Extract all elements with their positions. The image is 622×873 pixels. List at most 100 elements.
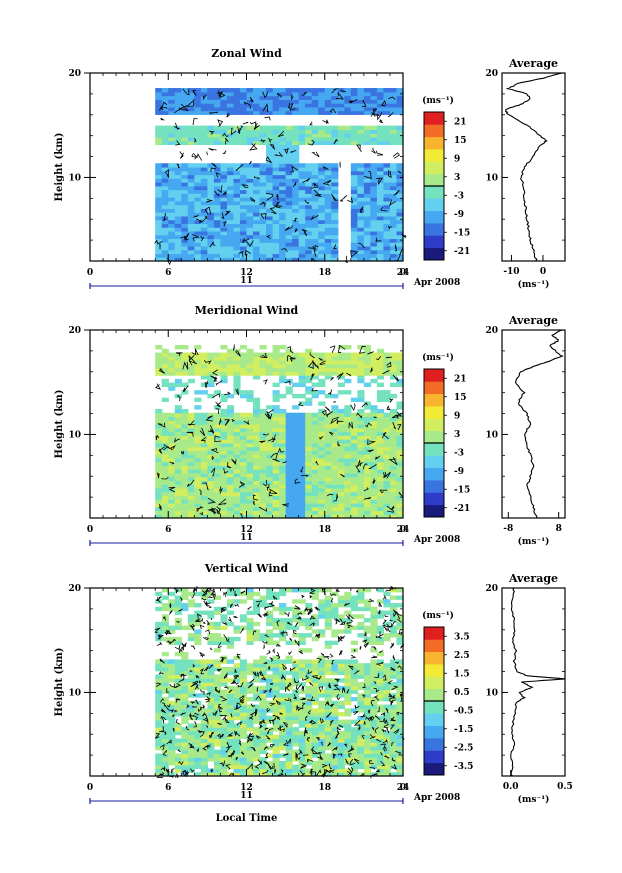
heatmap-cell <box>207 502 215 508</box>
heatmap-cell <box>233 363 241 369</box>
heatmap-cell <box>155 99 163 104</box>
heatmap-cell <box>337 663 345 668</box>
heatmap-cell <box>357 625 365 630</box>
heatmap-cell <box>181 442 189 448</box>
heatmap-cell <box>396 719 404 724</box>
contour-segment <box>320 741 323 746</box>
heatmap-cell <box>350 742 358 747</box>
colorbar-swatch <box>424 430 444 444</box>
heatmap-cell <box>331 715 339 721</box>
heatmap-cell <box>331 405 339 410</box>
heatmap-cell <box>396 352 404 357</box>
heatmap-cell <box>331 257 339 262</box>
heatmap-cell <box>324 461 332 466</box>
heatmap-cell <box>279 491 287 497</box>
heatmap-cell <box>363 129 371 134</box>
heatmap-cell <box>357 700 365 706</box>
contour-segment <box>209 425 215 433</box>
heatmap-cell <box>200 682 208 687</box>
heatmap-cell <box>194 88 202 93</box>
heatmap-cell <box>272 640 280 645</box>
heatmap-cell <box>389 670 398 676</box>
heatmap-cell <box>266 360 274 365</box>
heatmap-cell <box>396 465 404 470</box>
contour-segment <box>207 497 217 504</box>
heatmap-cell <box>396 730 404 736</box>
heatmap-cell <box>266 738 274 743</box>
heatmap-cell <box>350 599 358 604</box>
heatmap-cell <box>318 655 326 661</box>
heatmap-cell <box>233 133 241 138</box>
heatmap-cell <box>161 242 169 247</box>
heatmap-cell <box>279 249 287 255</box>
heatmap-cell <box>396 200 404 206</box>
heatmap-cell <box>363 182 371 187</box>
heatmap-cell <box>239 360 248 365</box>
panel-title: Zonal Wind <box>211 47 282 60</box>
contour-segment <box>356 144 362 153</box>
heatmap-cell <box>174 742 182 747</box>
heatmap-cell <box>161 257 169 262</box>
heatmap-cell <box>239 242 248 247</box>
heatmap-cell <box>389 514 398 519</box>
heatmap-cell <box>220 768 228 773</box>
heatmap-cell <box>376 719 385 724</box>
heatmap-cell <box>363 106 371 112</box>
heatmap-cell <box>331 412 339 418</box>
heatmap-cell <box>194 185 202 191</box>
heatmap-cell <box>350 182 358 187</box>
heatmap-cell <box>194 484 202 489</box>
heatmap-cell <box>370 742 378 747</box>
heatmap-cell <box>226 461 235 466</box>
heatmap-cell <box>279 182 287 187</box>
heatmap-cell <box>305 469 313 474</box>
heatmap-cell <box>259 170 267 176</box>
heatmap-cell <box>376 727 385 732</box>
heatmap-cell <box>266 454 274 459</box>
heatmap-cell <box>363 764 371 770</box>
heatmap-cell <box>305 749 313 755</box>
heatmap-cell <box>363 219 371 224</box>
heatmap-cell <box>161 204 169 209</box>
heatmap-cell <box>266 167 274 172</box>
contour-segment <box>206 691 211 696</box>
heatmap-cell <box>324 772 332 777</box>
heatmap-cell <box>187 510 195 515</box>
heatmap-cell <box>213 420 222 425</box>
heatmap-cell <box>220 163 228 168</box>
heatmap-cell <box>285 386 293 391</box>
profile-x-tick-label: 0 <box>540 267 546 277</box>
heatmap-cell <box>200 129 208 134</box>
heatmap-cell <box>357 378 365 384</box>
heatmap-cell <box>272 715 280 721</box>
heatmap-cell <box>174 670 182 676</box>
heatmap-cell <box>272 454 280 459</box>
heatmap-cell <box>187 614 195 619</box>
heatmap-cell <box>155 352 163 357</box>
heatmap-cell <box>233 215 241 221</box>
heatmap-cell <box>239 484 248 489</box>
heatmap-cell <box>305 700 313 706</box>
heatmap-cell <box>298 753 306 758</box>
heatmap-cell <box>396 506 404 512</box>
heatmap-cell <box>350 249 358 255</box>
contour-segment <box>262 103 269 113</box>
heatmap-cell <box>246 242 254 247</box>
contour-segment <box>282 461 287 464</box>
heatmap-cell <box>266 719 274 724</box>
heatmap-cell <box>350 461 358 466</box>
contour-segment <box>191 153 199 158</box>
heatmap-cell <box>194 133 202 138</box>
heatmap-cell <box>279 356 287 361</box>
heatmap-cell <box>350 510 358 515</box>
heatmap-cell <box>285 734 293 739</box>
contour-segment <box>302 228 308 236</box>
heatmap-cell <box>200 588 208 593</box>
contour-segment <box>156 472 160 479</box>
heatmap-cell <box>220 427 228 433</box>
contour-segment <box>188 360 198 366</box>
heatmap-cell <box>272 461 280 466</box>
heatmap-cell <box>376 723 385 728</box>
heatmap-cell <box>233 163 241 168</box>
heatmap-cell <box>161 367 169 372</box>
